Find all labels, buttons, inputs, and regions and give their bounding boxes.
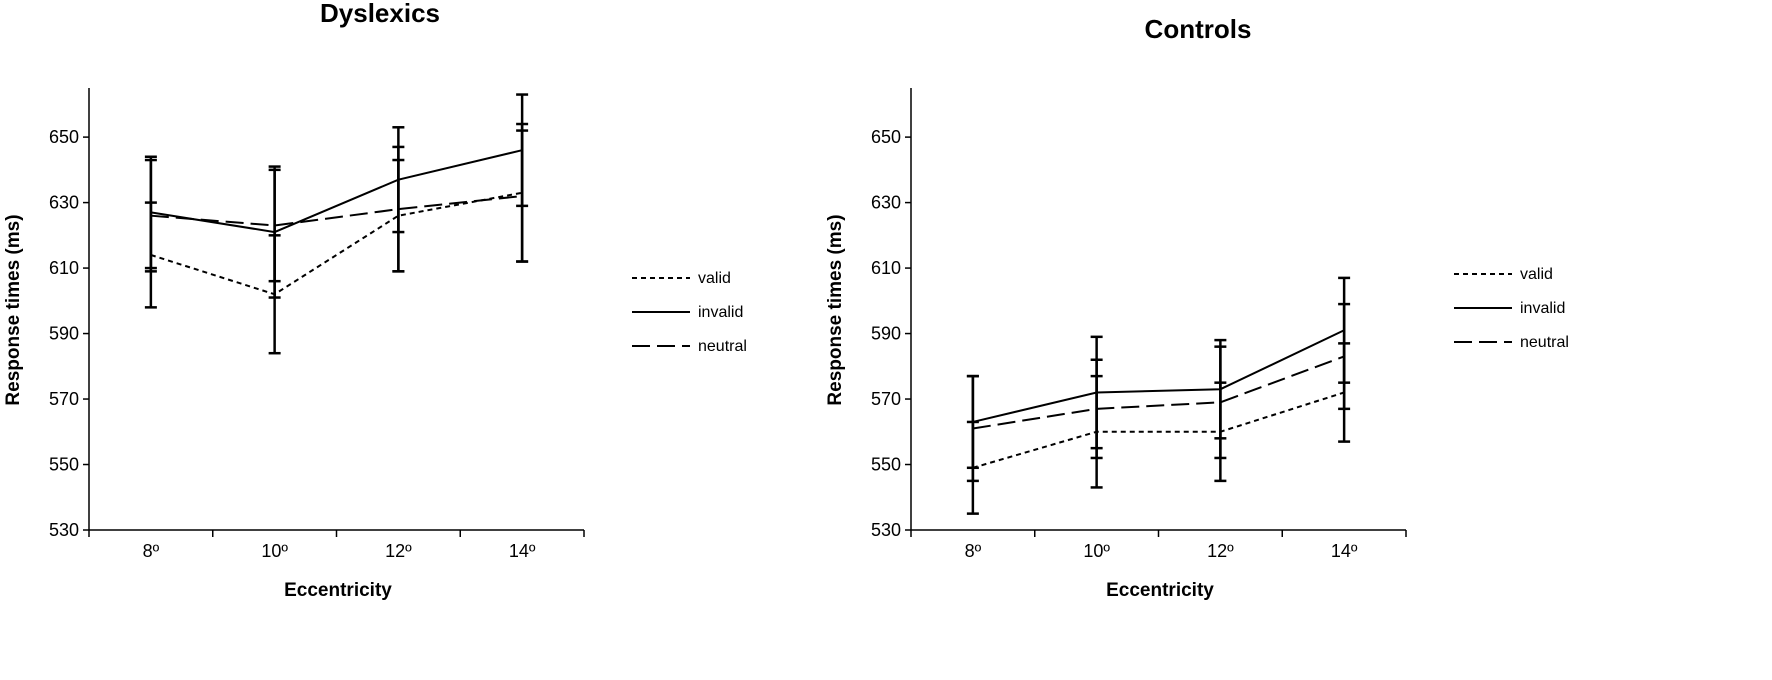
x-tick-label: 10º <box>1083 541 1110 561</box>
x-tick-label: 12º <box>1207 541 1234 561</box>
y-tick-label: 570 <box>49 389 79 409</box>
x-axis-label: Eccentricity <box>1106 580 1214 601</box>
y-tick-label: 570 <box>871 389 901 409</box>
error-bar-neutral <box>392 145 405 273</box>
series-line-invalid <box>972 329 1345 423</box>
legend-item-valid: valid <box>632 270 731 287</box>
y-axis-label: Response times (ms) <box>825 214 846 405</box>
legend-item-neutral: neutral <box>632 338 747 355</box>
legend-item-invalid: invalid <box>1454 300 1565 317</box>
y-tick-label: 630 <box>49 193 79 213</box>
x-tick-label: 10º <box>261 541 288 561</box>
error-bar-neutral <box>516 129 529 263</box>
series-line-valid <box>972 391 1345 469</box>
y-tick-label: 630 <box>871 193 901 213</box>
x-tick-label: 8º <box>965 541 982 561</box>
error-bar-neutral <box>268 168 281 283</box>
series-line-invalid <box>150 149 523 234</box>
y-tick-label: 530 <box>871 520 901 540</box>
x-axis-label: Eccentricity <box>284 580 392 601</box>
legend-label: neutral <box>1520 334 1569 351</box>
x-tick-label: 14º <box>509 541 536 561</box>
legend-item-valid: valid <box>1454 266 1553 283</box>
legend-label: invalid <box>1520 300 1565 317</box>
legend-item-neutral: neutral <box>1454 334 1569 351</box>
y-tick-label: 610 <box>871 258 901 278</box>
series-line-valid <box>150 191 523 296</box>
error-bar-neutral <box>966 374 979 483</box>
y-tick-label: 550 <box>49 455 79 475</box>
y-tick-label: 650 <box>871 127 901 147</box>
y-tick-label: 590 <box>49 324 79 344</box>
legend-label: valid <box>1520 266 1553 283</box>
series-line-neutral <box>150 195 523 227</box>
error-bar-neutral <box>1090 358 1103 460</box>
error-bar-neutral <box>1214 345 1227 460</box>
x-tick-label: 12º <box>385 541 412 561</box>
chart-panel-controls: Controls Response times (ms) Eccentricit… <box>825 14 1569 601</box>
legend-label: neutral <box>698 338 747 355</box>
y-tick-label: 550 <box>871 455 901 475</box>
chart-panel-dyslexics: Dyslexics Response times (ms) Eccentrici… <box>3 0 747 601</box>
y-tick-label: 530 <box>49 520 79 540</box>
chart-title: Controls <box>1145 14 1252 44</box>
legend-label: valid <box>698 270 731 287</box>
y-tick-label: 590 <box>871 324 901 344</box>
y-tick-label: 610 <box>49 258 79 278</box>
x-tick-label: 8º <box>143 541 160 561</box>
y-tick-label: 650 <box>49 127 79 147</box>
error-bar-neutral <box>1338 302 1351 411</box>
legend-label: invalid <box>698 304 743 321</box>
series-line-neutral <box>972 355 1345 430</box>
error-bar-neutral <box>144 158 157 273</box>
legend-item-invalid: invalid <box>632 304 743 321</box>
y-axis-label: Response times (ms) <box>3 214 24 405</box>
x-tick-label: 14º <box>1331 541 1358 561</box>
chart-title: Dyslexics <box>320 0 440 28</box>
